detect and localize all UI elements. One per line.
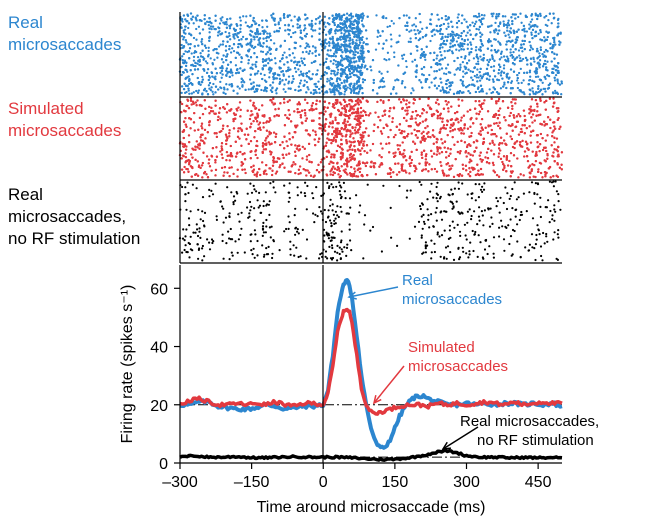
annotation-line: Real	[402, 272, 433, 289]
x-tick-label: 450	[525, 474, 552, 491]
x-tick-label: 0	[319, 474, 328, 491]
annotation-arrow	[442, 426, 479, 450]
raster-label-line: microsaccades	[8, 121, 122, 140]
raster-label-no-rf: Real microsaccades, no RF stimulation	[8, 184, 140, 250]
x-tick-label: –300	[162, 474, 198, 491]
series-line-no_rf	[179, 448, 563, 462]
raster-label-line: Real	[8, 13, 43, 32]
annotation-line: microsaccades	[402, 291, 502, 308]
annotation-line: Simulated	[408, 339, 475, 356]
x-ticks: –300 –150 0 150 300 450	[162, 463, 552, 491]
annotation-line: microsaccades	[408, 358, 508, 375]
y-tick-label: 20	[150, 398, 168, 415]
series-line-simulated	[179, 307, 563, 416]
x-tick-label: 150	[382, 474, 409, 491]
annotation-arrowhead	[441, 441, 452, 450]
series-lines	[179, 278, 563, 462]
raster-label-simulated: Simulated microsaccades	[8, 98, 121, 142]
annotation-line: no RF stimulation	[477, 432, 594, 449]
x-tick-label: –150	[234, 474, 270, 491]
raster-label-line: microsaccades,	[8, 207, 127, 226]
annotation-no_rf: Real microsaccades, no RF stimulation	[441, 413, 599, 450]
annotation-line: Real microsaccades,	[460, 413, 599, 430]
y-tick-label: 60	[150, 281, 168, 298]
raster-label-line: no RF stimulation	[8, 229, 141, 248]
firing-rate-chart: –300 –150 0 150 300 450 0 20 40 60 Real microsacc…	[119, 265, 599, 516]
annotation-simulated: Simulated microsaccades	[372, 339, 508, 405]
annotation-arrowhead	[372, 395, 382, 405]
annotation-arrow	[373, 365, 405, 404]
raster-label-line: microsaccades	[8, 35, 122, 54]
annotation-real: Real microsaccades	[347, 272, 502, 308]
annotations: RealmicrosaccadesSimulatedmicrosaccadesR…	[347, 272, 599, 450]
raster-simulated	[178, 97, 564, 179]
annotation-arrowhead	[347, 291, 357, 300]
y-tick-label: 40	[150, 340, 168, 357]
x-tick-label: 300	[453, 474, 480, 491]
raster-no_rf	[178, 180, 562, 262]
raster-label-real: Real microsaccades	[8, 12, 121, 56]
raster-label-line: Real	[8, 185, 43, 204]
y-axis-label: Firing rate (spikes s⁻¹)	[119, 285, 136, 444]
x-axis-label: Time around microsaccade (ms)	[257, 499, 486, 516]
raster-real	[178, 12, 564, 96]
raster-panels	[178, 12, 564, 264]
y-ticks: 0 20 40 60	[150, 281, 180, 473]
y-tick-label: 0	[159, 456, 168, 473]
raster-label-line: Simulated	[8, 99, 84, 118]
annotation-arrow	[348, 286, 399, 298]
